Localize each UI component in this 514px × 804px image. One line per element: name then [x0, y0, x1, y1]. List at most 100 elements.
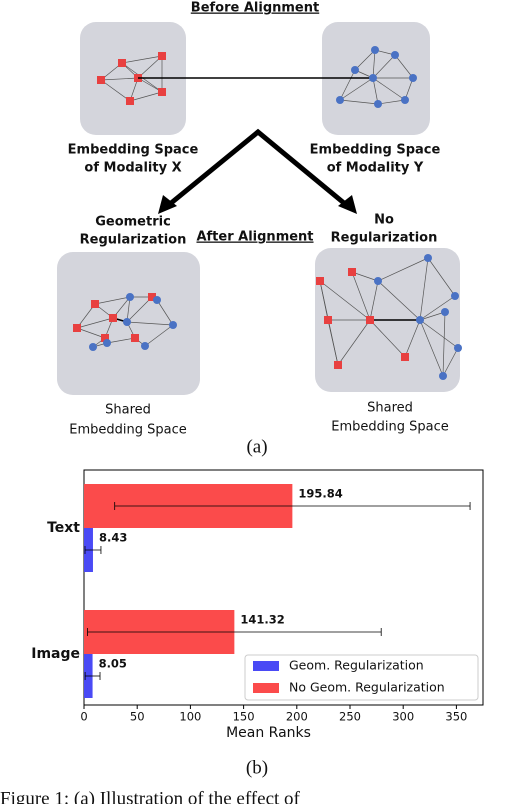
edge: [377, 99, 406, 105]
legend-label: No Geom. Regularization: [289, 680, 445, 695]
node: [324, 316, 332, 324]
edge: [377, 257, 429, 282]
panel-label: (a): [246, 436, 267, 457]
edge: [351, 271, 379, 282]
node: [118, 59, 126, 67]
label: Regularization: [80, 233, 187, 248]
label: Embedding Space: [69, 423, 186, 438]
x-tick-label: 250: [339, 710, 361, 724]
edge: [100, 77, 139, 81]
node: [131, 334, 139, 342]
node: [158, 88, 166, 96]
edge: [377, 280, 421, 321]
error-bar: [114, 502, 471, 510]
data-label: 195.84: [298, 487, 342, 501]
edge: [339, 69, 356, 101]
node: [89, 343, 97, 351]
x-axis-label: Mean Ranks: [226, 725, 311, 741]
node: [126, 293, 134, 301]
edge: [126, 296, 131, 323]
legend-swatch: [253, 661, 279, 671]
edge: [372, 77, 379, 105]
edge: [76, 327, 106, 339]
legend: [244, 654, 479, 701]
label: Regularization: [331, 231, 438, 246]
label: Shared: [367, 401, 413, 416]
node: [439, 372, 447, 380]
edge: [76, 317, 114, 329]
edge: [442, 311, 446, 377]
node: [351, 66, 359, 74]
title: Before Alignment: [191, 1, 319, 16]
edge: [419, 311, 446, 321]
node: [169, 321, 177, 329]
node: [103, 339, 111, 347]
edge: [351, 271, 371, 321]
node: [391, 51, 399, 59]
title: After Alignment: [196, 230, 313, 245]
edge: [129, 91, 163, 102]
node: [401, 353, 409, 361]
edge: [354, 49, 376, 71]
error-bar: [84, 672, 101, 680]
data-label: 8.43: [99, 531, 127, 545]
edge: [372, 49, 376, 79]
node: [101, 334, 109, 342]
edge: [339, 77, 374, 101]
node: [424, 254, 432, 262]
node: [123, 318, 131, 326]
edge: [106, 337, 136, 344]
edge: [100, 79, 131, 102]
node: [316, 277, 324, 285]
node: [366, 316, 374, 324]
arrowhead: [338, 195, 357, 214]
label: Geometric: [95, 215, 171, 230]
edge: [419, 319, 459, 349]
edge: [419, 319, 444, 377]
error-bar: [84, 546, 102, 554]
label: of Modality X: [84, 161, 181, 176]
arrows: [163, 128, 352, 210]
node: [153, 296, 161, 304]
node: [454, 344, 462, 352]
edge: [372, 54, 396, 79]
node: [441, 308, 449, 316]
node: [409, 74, 417, 82]
legend-swatch: [253, 683, 279, 693]
node: [126, 97, 134, 105]
edge: [419, 257, 429, 321]
node: [374, 100, 382, 108]
edge: [394, 54, 414, 79]
node: [148, 293, 156, 301]
y-tick-label: Image: [31, 646, 80, 662]
label: No: [374, 213, 394, 228]
node: [369, 74, 377, 82]
x-tick-label: 50: [130, 710, 145, 724]
plot-frame: [83, 469, 484, 706]
label: of Modality Y: [327, 161, 424, 176]
diagram: Before Alignment Embedding Space of Moda…: [57, 1, 462, 457]
label: Embedding Space: [68, 143, 199, 158]
edge: [369, 319, 406, 358]
y-tick-label: Text: [47, 520, 80, 536]
x-tick-label: 150: [233, 710, 255, 724]
node: [336, 96, 344, 104]
edge: [369, 280, 379, 321]
node: [91, 300, 99, 308]
label: Embedding Space: [331, 420, 448, 435]
edge: [94, 296, 131, 305]
error-bar: [87, 628, 382, 636]
legend-label: Geom. Regularization: [289, 658, 424, 673]
node: [451, 292, 459, 300]
edge: [419, 295, 456, 321]
panel-label: (b): [246, 757, 268, 778]
edge: [404, 319, 421, 358]
node: [401, 96, 409, 104]
edge: [126, 296, 153, 323]
node: [158, 52, 166, 60]
x-tick-label: 300: [392, 710, 414, 724]
node: [374, 277, 382, 285]
edge: [442, 347, 459, 377]
edge: [319, 280, 371, 321]
